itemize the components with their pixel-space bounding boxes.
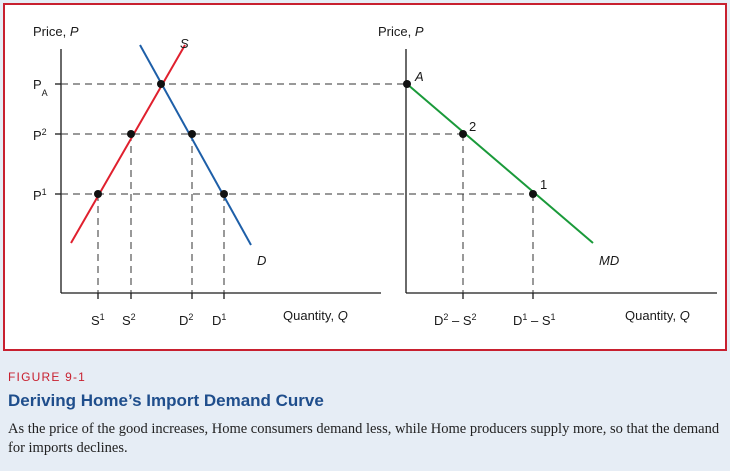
right-y-axis-label: Price, P [378, 24, 424, 39]
point-2 [459, 130, 467, 138]
figure-panel: Price, P Quantity, Q PA P2 P1 S1 S2 D2 D… [3, 3, 727, 351]
point-1 [529, 190, 537, 198]
left-y-axis-label: Price, P [33, 24, 79, 39]
point-s2 [127, 130, 135, 138]
diagram: Price, P Quantity, Q PA P2 P1 S1 S2 D2 D… [33, 24, 717, 328]
right-x-axis-label: Quantity, Q [625, 308, 690, 323]
point-s1 [94, 190, 102, 198]
price-label-p2: P2 [33, 127, 47, 143]
quantity-label-q2: D2 – S2 [434, 312, 477, 328]
point-a [403, 80, 411, 88]
figure-label: FIGURE 9-1 [8, 370, 87, 384]
demand-curve [139, 44, 252, 246]
import-demand-label: MD [599, 253, 619, 268]
quantity-label-s2: S2 [122, 312, 136, 328]
figure-caption: As the price of the good increases, Home… [8, 421, 720, 456]
quantity-label-s1: S1 [91, 312, 105, 328]
point-autarky [157, 80, 165, 88]
left-x-axis-label: Quantity, Q [283, 308, 348, 323]
point-d2 [188, 130, 196, 138]
point-d1 [220, 190, 228, 198]
supply-curve [70, 44, 186, 244]
price-label-p1: P1 [33, 187, 47, 203]
demand-curve-label: D [257, 253, 266, 268]
supply-curve-label: S [180, 36, 189, 51]
left-panel: Price, P Quantity, Q PA P2 P1 S1 S2 D2 D… [33, 24, 533, 328]
point-label-a: A [414, 69, 424, 84]
point-label-2: 2 [469, 119, 476, 134]
quantity-label-d1: D1 [212, 312, 226, 328]
price-label-pa: PA [33, 77, 48, 98]
right-panel: Price, P Quantity, Q A 2 1 MD D2 – S2 D1… [378, 24, 717, 328]
import-demand-curve [406, 83, 594, 244]
point-label-1: 1 [540, 177, 547, 192]
figure-title: Deriving Home’s Import Demand Curve [8, 391, 324, 410]
quantity-label-q1: D1 – S1 [513, 312, 556, 328]
quantity-label-d2: D2 [179, 312, 193, 328]
